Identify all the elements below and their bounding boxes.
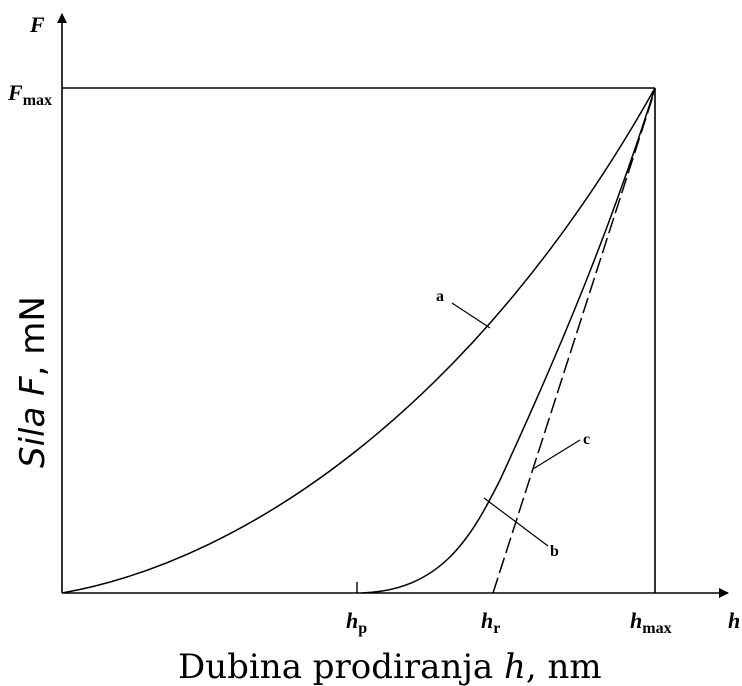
curve-b-label: b [550, 543, 559, 560]
y-axis-symbol: F [29, 12, 45, 37]
hp-label-sub: p [358, 620, 367, 637]
hp-label-base: h [346, 608, 358, 633]
fmax-label-base: F [7, 80, 23, 105]
fmax-label: Fmax [7, 80, 52, 109]
hmax-label: hmax [630, 608, 672, 637]
hr-label: hr [481, 608, 500, 637]
y-axis-title: Sila F, mN [13, 296, 53, 468]
curve-c-tangent [493, 96, 653, 593]
hr-label-base: h [481, 608, 493, 633]
curve-a-loading [62, 88, 655, 593]
curve-b-unloading [362, 88, 655, 593]
x-axis-title-prefix: Dubina prodiranja [178, 647, 504, 686]
hr-label-sub: r [493, 620, 500, 637]
curve-a-label: a [436, 288, 444, 305]
x-axis-symbol: h [728, 608, 740, 633]
x-axis-title-italic: h [504, 647, 526, 686]
hmax-label-sub: max [642, 620, 671, 637]
hp-label: hp [346, 608, 367, 637]
hmax-label-base: h [630, 608, 642, 633]
curve-c-label: c [583, 431, 590, 448]
x-axis-title: Dubina prodiranja h, nm [178, 647, 602, 686]
leader-a [452, 303, 490, 328]
x-axis-title-suffix: , nm [526, 647, 602, 686]
y-axis-title-italic: Sila F [13, 376, 53, 468]
fmax-label-sub: max [23, 92, 52, 109]
leader-c [533, 440, 580, 469]
leader-b [484, 498, 548, 546]
y-axis-title-rest: , mN [13, 296, 53, 376]
